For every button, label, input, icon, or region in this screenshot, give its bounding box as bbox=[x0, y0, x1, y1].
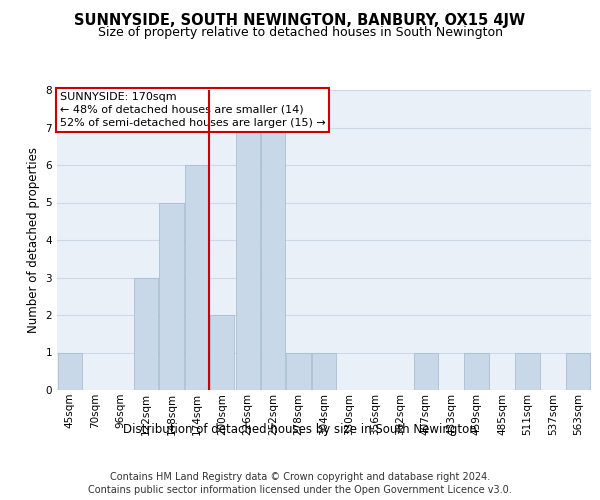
Bar bbox=[236, 128, 260, 390]
Bar bbox=[261, 128, 285, 390]
Bar bbox=[464, 352, 488, 390]
Text: SUNNYSIDE, SOUTH NEWINGTON, BANBURY, OX15 4JW: SUNNYSIDE, SOUTH NEWINGTON, BANBURY, OX1… bbox=[74, 12, 526, 28]
Text: Distribution of detached houses by size in South Newington: Distribution of detached houses by size … bbox=[123, 422, 477, 436]
Y-axis label: Number of detached properties: Number of detached properties bbox=[27, 147, 40, 333]
Text: Contains HM Land Registry data © Crown copyright and database right 2024.: Contains HM Land Registry data © Crown c… bbox=[110, 472, 490, 482]
Bar bbox=[210, 315, 235, 390]
Text: Size of property relative to detached houses in South Newington: Size of property relative to detached ho… bbox=[97, 26, 503, 39]
Bar bbox=[312, 352, 336, 390]
Bar bbox=[134, 278, 158, 390]
Text: Contains public sector information licensed under the Open Government Licence v3: Contains public sector information licen… bbox=[88, 485, 512, 495]
Bar bbox=[58, 352, 82, 390]
Bar bbox=[185, 165, 209, 390]
Text: SUNNYSIDE: 170sqm
← 48% of detached houses are smaller (14)
52% of semi-detached: SUNNYSIDE: 170sqm ← 48% of detached hous… bbox=[59, 92, 325, 128]
Bar bbox=[515, 352, 539, 390]
Bar bbox=[566, 352, 590, 390]
Bar bbox=[286, 352, 311, 390]
Bar bbox=[160, 202, 184, 390]
Bar bbox=[413, 352, 438, 390]
